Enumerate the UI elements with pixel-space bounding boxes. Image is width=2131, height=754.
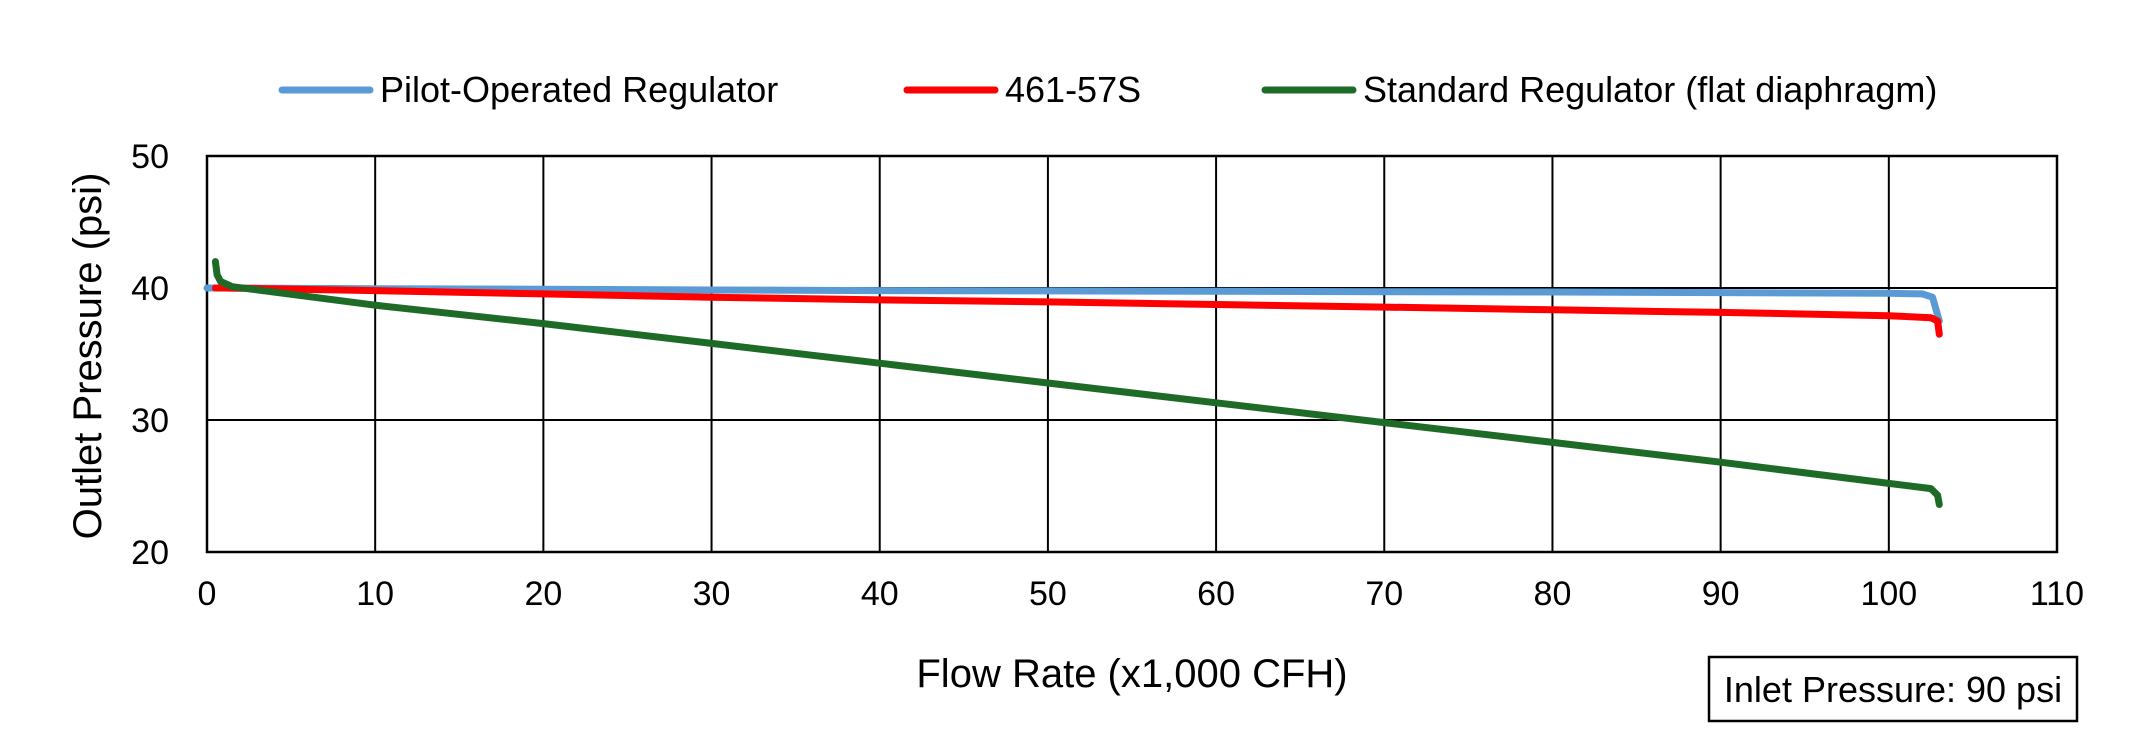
legend: Pilot-Operated Regulator 461-57S Standard … [278,69,1937,110]
tick-labels: 0 10 20 30 40 50 60 70 80 90 100 110 20 30 40 50 [131,138,2084,613]
x-tick-label: 80 [1534,575,1572,613]
x-tick-label: 90 [1702,575,1740,613]
x-tick-label: 0 [198,575,217,613]
series-line-2 [211,284,1943,338]
y-tick-label: 30 [131,402,169,440]
x-tick-label: 20 [524,575,562,613]
inlet-pressure-note-text: Inlet Pressure: 90 psi [1724,669,2062,710]
x-axis-title: Flow Rate (x1,000 CFH) [916,652,1347,696]
inlet-pressure-note: Inlet Pressure: 90 psi [1707,655,2079,723]
plot-area-frame [205,154,2059,554]
x-tick-label: 60 [1197,575,1235,613]
x-tick-label: 40 [861,575,899,613]
x-tick-label: 110 [2030,575,2084,613]
inlet-pressure-note-border [1707,655,2079,723]
y-axis-title: Outlet Pressure (psi) [66,173,110,540]
x-tick-label: 70 [1365,575,1403,613]
legend-label-3: Standard Regulator (flat diaphragm) [1363,69,1937,110]
legend-label-2: 461-57S [1005,69,1141,110]
x-tick-label: 30 [693,575,731,613]
x-tick-label: 50 [1029,575,1067,613]
x-tick-label: 100 [1860,575,1917,613]
x-tick-label: 10 [356,575,394,613]
y-tick-label: 40 [131,270,169,308]
gridlines [207,156,2057,552]
y-tick-label: 20 [131,534,169,572]
y-tick-label: 50 [131,138,169,176]
legend-label-1: Pilot-Operated Regulator [380,69,778,110]
series-lines [203,258,1943,508]
series-line-3 [211,258,1943,508]
